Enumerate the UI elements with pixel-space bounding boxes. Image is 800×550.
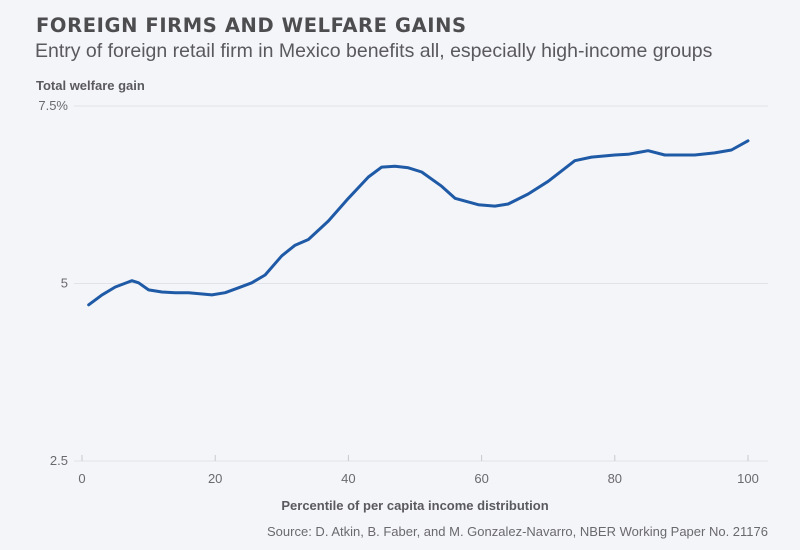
- y-tick-label: 2.5: [50, 453, 68, 468]
- y-tick-label: 5: [61, 276, 68, 291]
- x-tick-label: 60: [474, 471, 488, 486]
- series-lines: [87, 139, 750, 307]
- y-axis-tick-labels: 2.5 5 7.5%: [38, 98, 68, 468]
- x-tick-label: 40: [341, 471, 355, 486]
- x-tick-label: 0: [78, 471, 85, 486]
- y-axis-label: Total welfare gain: [36, 78, 145, 93]
- x-tick-label: 100: [737, 471, 759, 486]
- series-line-total-welfare-gain: [87, 139, 750, 307]
- gridlines: [74, 105, 768, 462]
- x-axis-tick-labels: 0 20 40 60 80 100: [78, 471, 758, 486]
- source-note: Source: D. Atkin, B. Faber, and M. Gonza…: [267, 524, 768, 539]
- chart-title: FOREIGN FIRMS AND WELFARE GAINS: [36, 14, 467, 37]
- x-tick-label: 80: [608, 471, 622, 486]
- x-tick-label: 20: [208, 471, 222, 486]
- x-axis-ticks: [81, 455, 749, 461]
- chart-subtitle: Entry of foreign retail firm in Mexico b…: [35, 40, 713, 62]
- x-axis-label: Percentile of per capita income distribu…: [281, 498, 549, 513]
- y-tick-label: 7.5%: [38, 98, 68, 113]
